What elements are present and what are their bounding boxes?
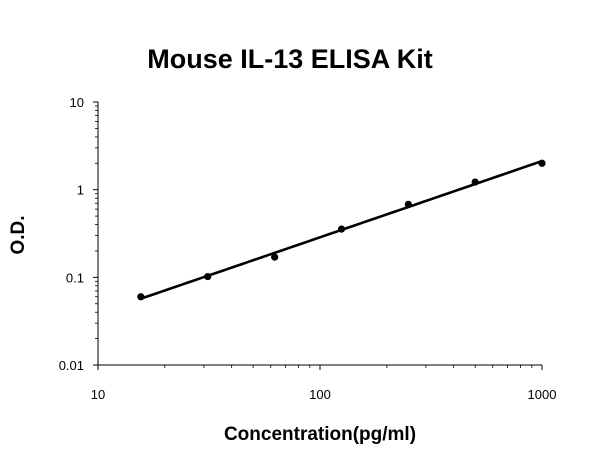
y-tick-label: 10 — [70, 95, 84, 110]
axes — [97, 102, 542, 366]
data-point — [204, 272, 212, 281]
chart-title: Mouse IL-13 ELISA Kit — [147, 44, 433, 74]
data-points-layer — [137, 159, 546, 301]
data-point — [404, 200, 412, 208]
data-point — [538, 159, 546, 167]
data-point — [337, 225, 346, 233]
y-axis-ticks: 0.01 0.1 1 10 — [59, 95, 98, 373]
x-axis-label: Concentration(pg/ml) — [224, 424, 416, 445]
x-tick-label: 100 — [309, 387, 331, 402]
data-point — [137, 293, 145, 301]
y-tick-label: 0.1 — [66, 270, 84, 285]
x-axis-ticks: 10 100 1000 — [91, 365, 557, 402]
y-tick-label: 1 — [77, 183, 84, 198]
y-tick-label: 0.01 — [59, 358, 84, 373]
y-axis-label: O.D. — [8, 215, 29, 254]
data-point — [271, 253, 279, 261]
data-point — [471, 178, 479, 186]
x-tick-label: 10 — [91, 387, 105, 402]
x-tick-label: 1000 — [528, 387, 557, 402]
